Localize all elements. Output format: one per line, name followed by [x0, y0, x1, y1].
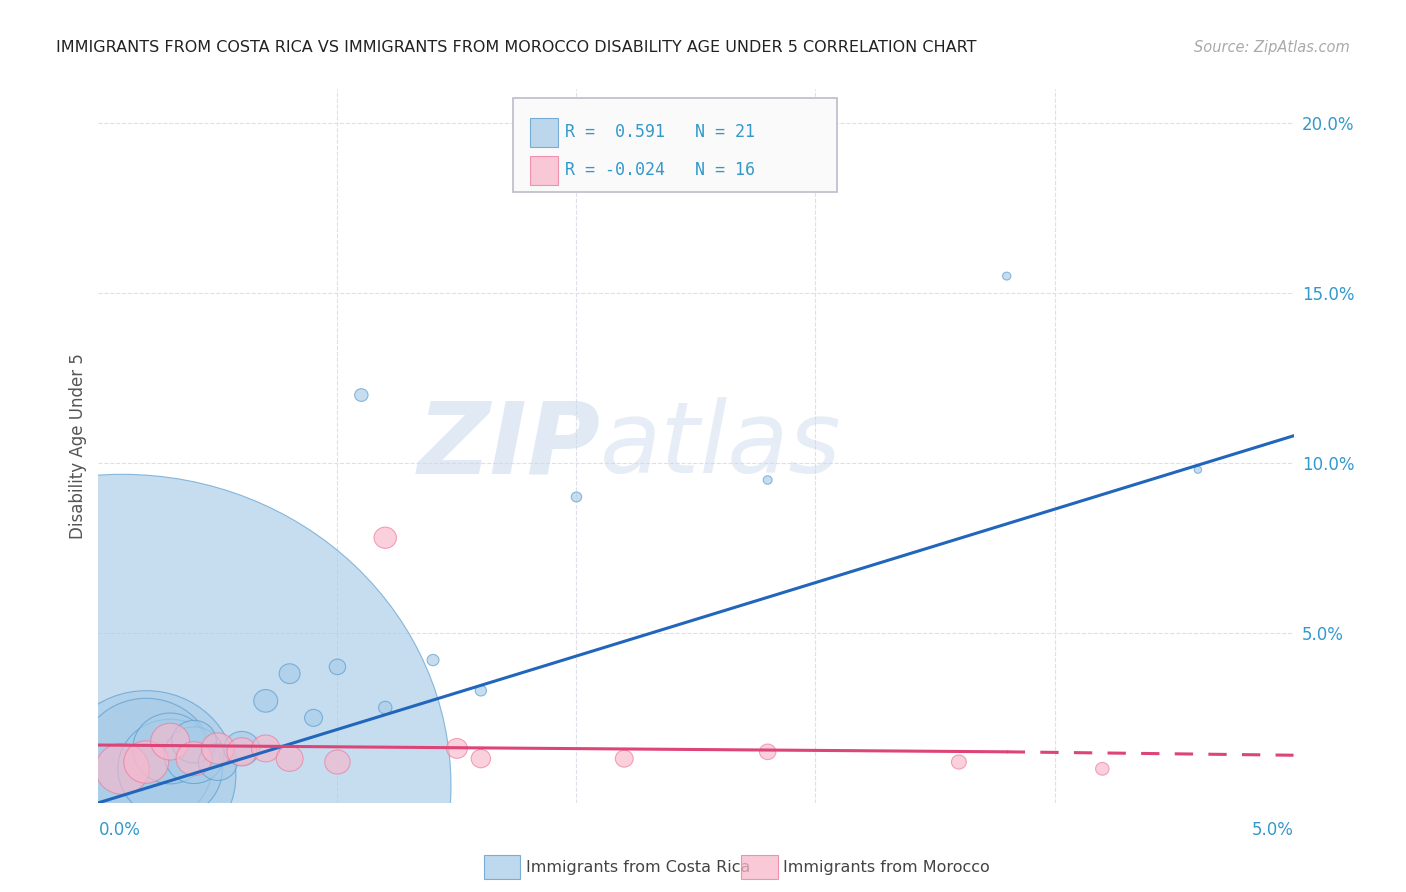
Ellipse shape	[280, 664, 299, 683]
Text: IMMIGRANTS FROM COSTA RICA VS IMMIGRANTS FROM MOROCCO DISABILITY AGE UNDER 5 COR: IMMIGRANTS FROM COSTA RICA VS IMMIGRANTS…	[56, 40, 977, 55]
Text: Immigrants from Morocco: Immigrants from Morocco	[783, 860, 990, 874]
Ellipse shape	[224, 731, 260, 765]
Ellipse shape	[132, 713, 208, 784]
Text: R =  0.591   N = 21: R = 0.591 N = 21	[565, 123, 755, 141]
Text: Source: ZipAtlas.com: Source: ZipAtlas.com	[1194, 40, 1350, 55]
Ellipse shape	[354, 389, 368, 401]
Ellipse shape	[763, 475, 772, 484]
Ellipse shape	[165, 727, 224, 783]
Ellipse shape	[471, 749, 491, 768]
Ellipse shape	[254, 690, 278, 712]
Ellipse shape	[176, 741, 212, 776]
Ellipse shape	[96, 743, 149, 794]
Text: 0.0%: 0.0%	[98, 821, 141, 838]
Ellipse shape	[305, 709, 322, 726]
Y-axis label: Disability Age Under 5: Disability Age Under 5	[69, 353, 87, 539]
Ellipse shape	[1095, 763, 1109, 775]
Ellipse shape	[374, 527, 396, 549]
Ellipse shape	[616, 750, 633, 767]
Ellipse shape	[1002, 272, 1011, 280]
Ellipse shape	[201, 733, 235, 764]
Ellipse shape	[79, 698, 214, 826]
Ellipse shape	[329, 659, 346, 674]
Ellipse shape	[226, 738, 257, 766]
Text: ZIP: ZIP	[418, 398, 600, 494]
Ellipse shape	[759, 744, 776, 760]
Ellipse shape	[124, 740, 169, 783]
Ellipse shape	[276, 746, 304, 772]
Ellipse shape	[150, 723, 190, 760]
Text: atlas: atlas	[600, 398, 842, 494]
Ellipse shape	[447, 739, 467, 758]
Text: R = -0.024   N = 16: R = -0.024 N = 16	[565, 161, 755, 179]
Ellipse shape	[56, 690, 236, 861]
Ellipse shape	[475, 685, 486, 696]
Ellipse shape	[198, 744, 238, 780]
Ellipse shape	[0, 475, 451, 892]
Ellipse shape	[571, 492, 582, 502]
Ellipse shape	[378, 701, 392, 714]
Ellipse shape	[427, 655, 439, 665]
Ellipse shape	[118, 719, 222, 818]
Ellipse shape	[252, 735, 280, 762]
Ellipse shape	[952, 755, 966, 769]
Ellipse shape	[325, 750, 350, 774]
Ellipse shape	[1194, 467, 1202, 474]
Ellipse shape	[172, 721, 217, 763]
Text: 5.0%: 5.0%	[1251, 821, 1294, 838]
Text: Immigrants from Costa Rica: Immigrants from Costa Rica	[526, 860, 751, 874]
